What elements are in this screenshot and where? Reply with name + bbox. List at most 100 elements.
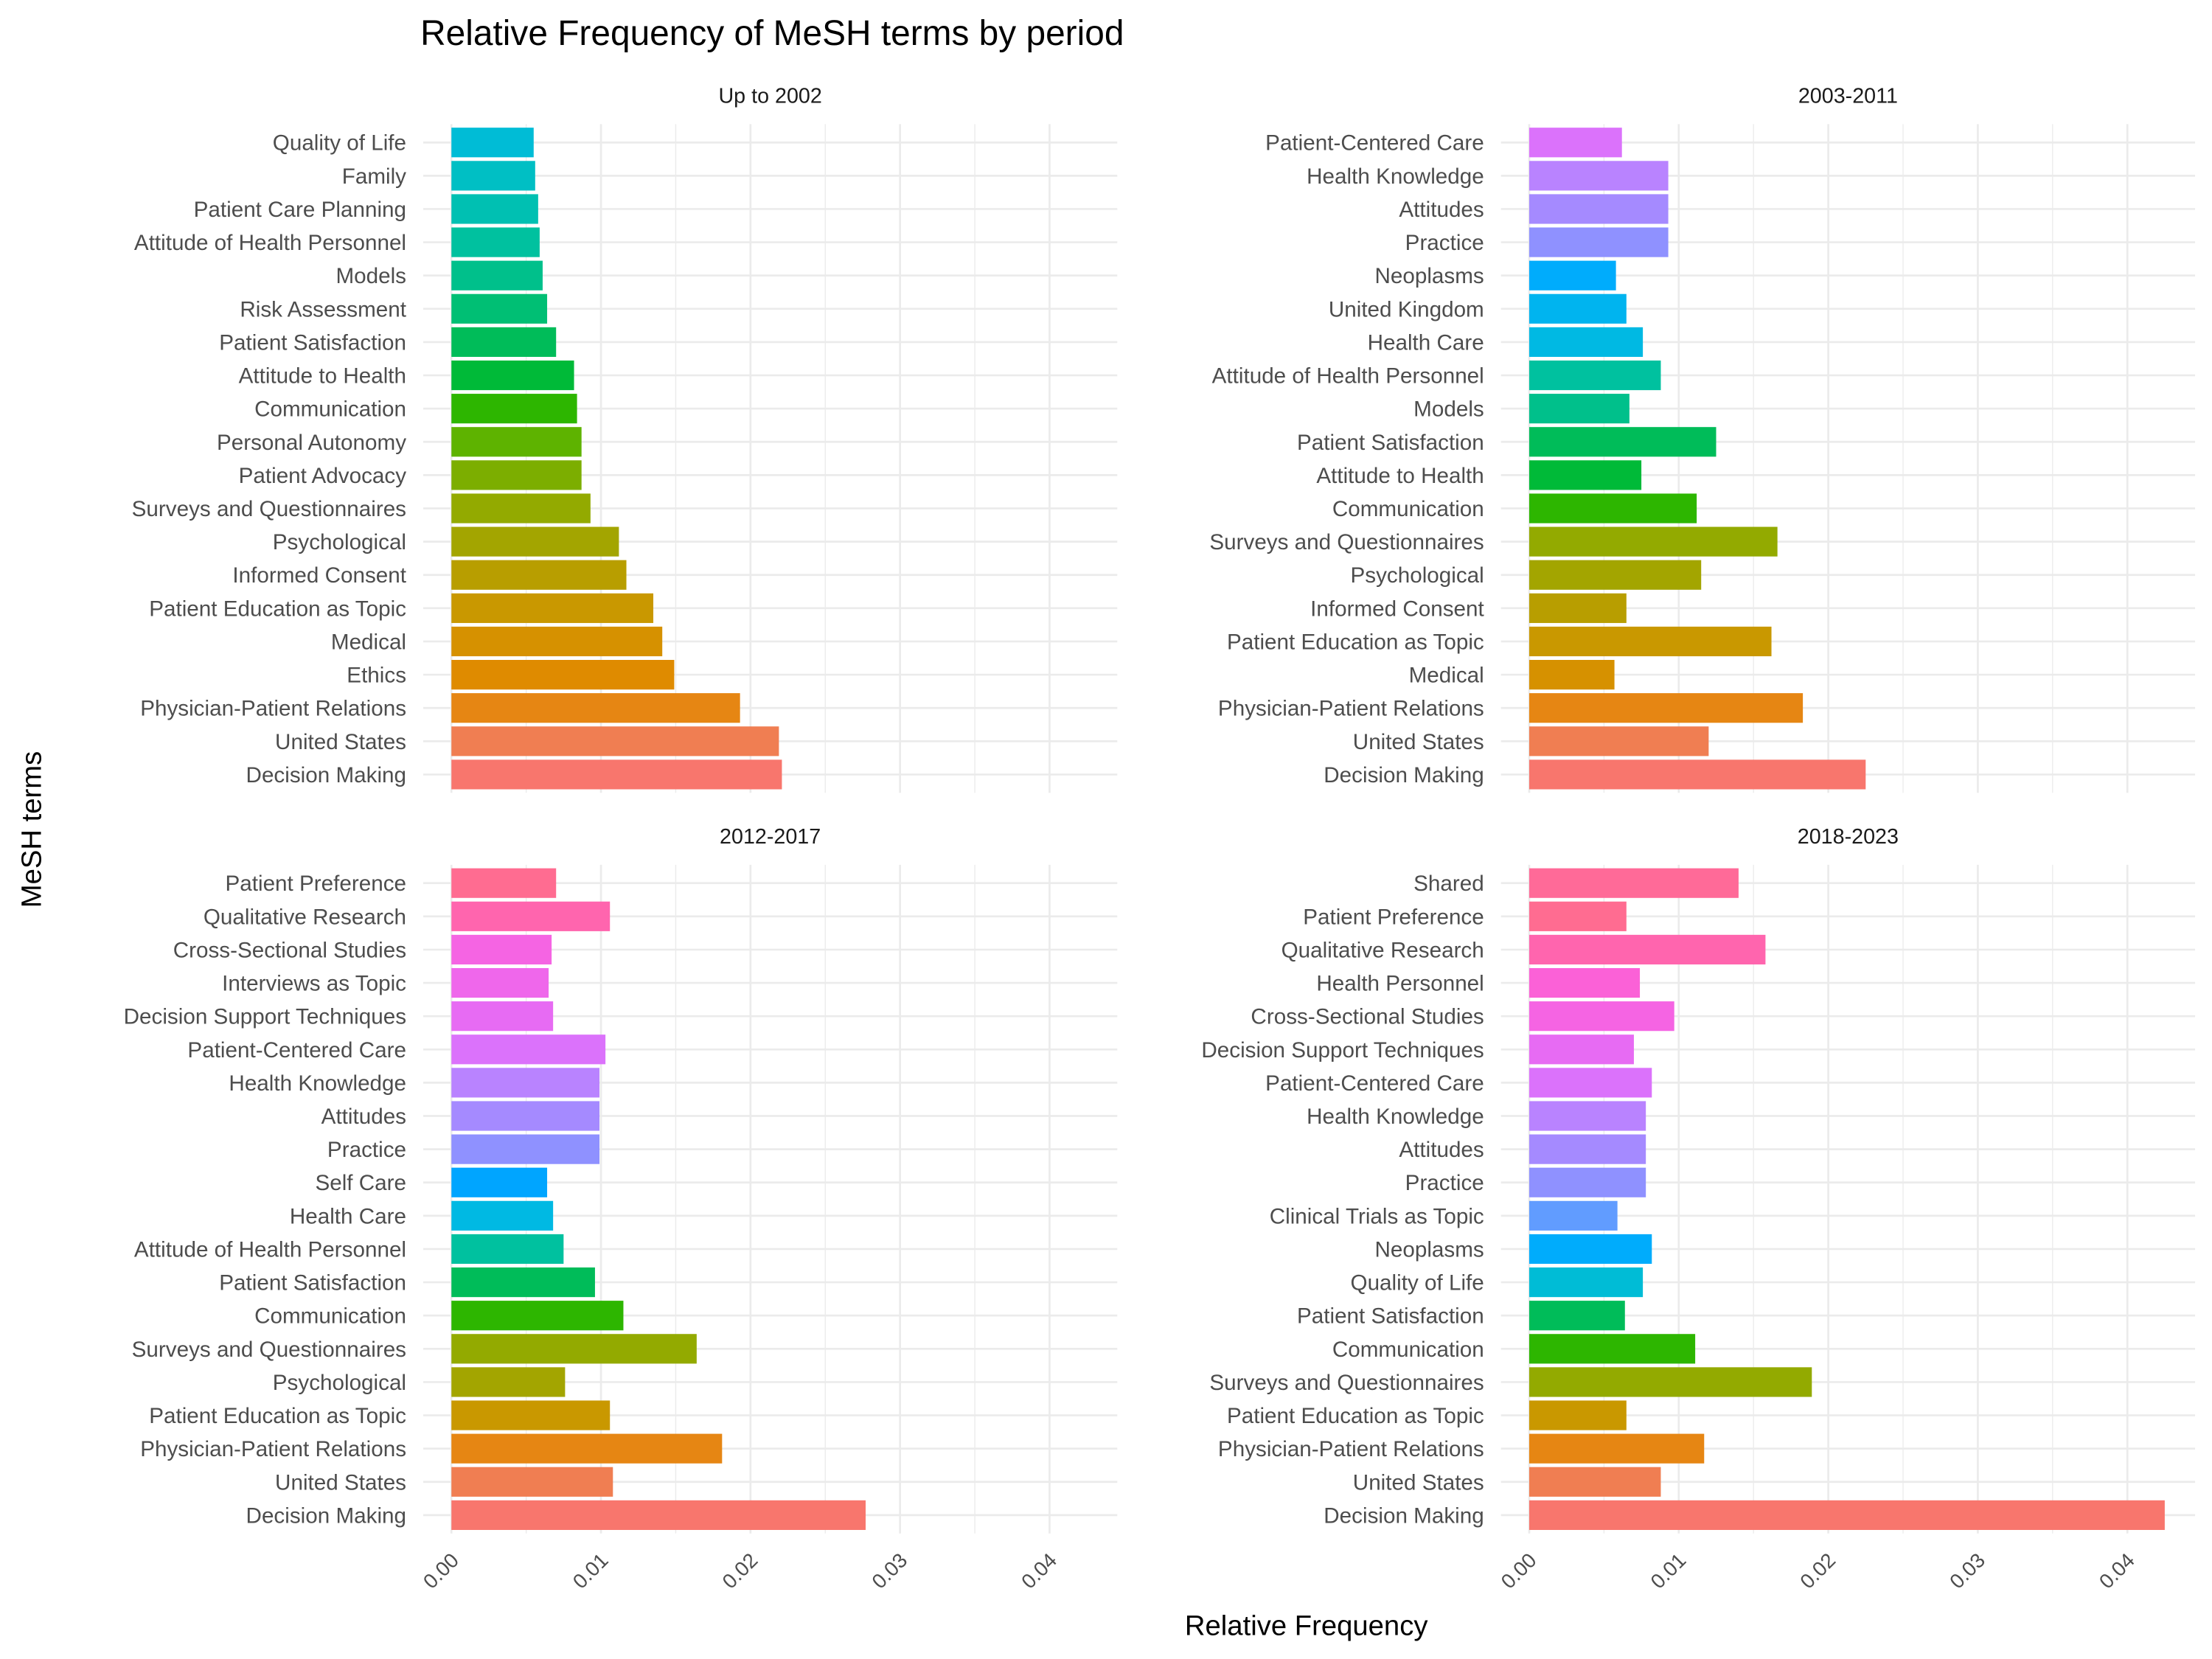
bar [451, 1167, 548, 1197]
panel-title: Up to 2002 [718, 85, 821, 108]
y-tick-label: Decision Making [246, 763, 406, 787]
bar [451, 394, 577, 424]
bar [451, 1034, 606, 1065]
bar [1528, 693, 1804, 723]
bar [1528, 394, 1630, 424]
panel-title: 2018-2023 [1798, 825, 1899, 849]
bar [1528, 1367, 1812, 1397]
y-tick-label: Qualitative Research [1281, 938, 1484, 962]
y-tick-label: Surveys and Questionnaires [1209, 530, 1484, 554]
bar [1528, 726, 1709, 757]
panel-3: 2012-2017 Patient Preference Qualitative R… [124, 825, 1118, 1593]
bar [1528, 560, 1702, 590]
y-tick-label: Patient Advocacy [239, 464, 407, 488]
x-axis-title: Relative Frequency [1185, 1610, 1428, 1641]
bar [451, 1301, 624, 1331]
bar [451, 1101, 600, 1131]
bar [1528, 1467, 1661, 1497]
bar [451, 427, 582, 457]
y-axis-title: MeSH terms [15, 751, 47, 908]
bar [1528, 427, 1717, 457]
y-tick-label: Clinical Trials as Topic [1270, 1204, 1484, 1228]
bar [1528, 1301, 1625, 1331]
y-tick-label: Patient Preference [226, 872, 407, 896]
bar [1528, 227, 1669, 257]
y-tick-label: Decision Support Techniques [124, 1005, 406, 1029]
bar [451, 227, 540, 257]
y-tick-label: Patient Satisfaction [1297, 431, 1484, 455]
bar [451, 868, 557, 898]
bar [451, 526, 619, 557]
bar [451, 934, 552, 965]
y-tick-label: Psychological [273, 1371, 406, 1395]
bar [1528, 1400, 1627, 1430]
bar [451, 128, 534, 158]
y-tick-label: Patient-Centered Care [1265, 1071, 1484, 1096]
y-tick-label: Attitude to Health [1316, 464, 1484, 488]
bar [1528, 1234, 1652, 1265]
panel-1: Up to 2002 Quality of Life Family Patient C… [132, 85, 1118, 793]
bar [451, 1367, 566, 1397]
y-tick-label: Physician-Patient Relations [1218, 697, 1484, 721]
y-tick-label: Decision Making [1324, 1503, 1484, 1528]
y-tick-label: Shared [1413, 872, 1484, 896]
bar [451, 1400, 611, 1430]
y-tick-label: Surveys and Questionnaires [1209, 1371, 1484, 1395]
bar [451, 1234, 564, 1265]
y-tick-label: Informed Consent [1310, 597, 1484, 621]
bar [1528, 659, 1615, 690]
bar [1528, 327, 1644, 358]
bar [1528, 1001, 1674, 1032]
y-tick-label: Health Care [290, 1204, 406, 1228]
y-tick-label: Patient Satisfaction [1297, 1304, 1484, 1329]
bar [1528, 1200, 1618, 1231]
y-tick-label: Practice [327, 1138, 406, 1162]
bar [1528, 1034, 1634, 1065]
bar [451, 1334, 697, 1364]
y-tick-label: Patient Education as Topic [149, 1404, 406, 1428]
bar [1528, 493, 1697, 524]
y-tick-label: Attitude of Health Personnel [134, 1237, 406, 1262]
y-tick-label: United States [1353, 1470, 1484, 1495]
bar [451, 194, 538, 224]
bar [1528, 194, 1669, 224]
y-tick-label: Physician-Patient Relations [1218, 1437, 1484, 1461]
y-tick-label: Cross-Sectional Studies [173, 938, 406, 962]
y-tick-label: Personal Autonomy [217, 431, 406, 455]
bar [1528, 260, 1616, 291]
bar [451, 260, 543, 291]
y-tick-label: Communication [254, 397, 406, 422]
y-tick-label: Surveys and Questionnaires [132, 497, 406, 521]
bar [1528, 1167, 1646, 1197]
y-tick-label: Practice [1405, 1171, 1484, 1195]
y-tick-label: Health Personnel [1316, 972, 1484, 996]
bar [1528, 626, 1772, 657]
panel-2: 2003-2011 Patient-Centered Care Health Kno… [1209, 85, 2196, 793]
bar [1528, 868, 1739, 898]
bar [451, 1134, 600, 1164]
y-tick-label: Attitude of Health Personnel [1212, 364, 1484, 389]
y-tick-label: Physician-Patient Relations [140, 1437, 406, 1461]
bar [451, 360, 574, 391]
y-tick-label: Neoplasms [1374, 264, 1484, 288]
bar [451, 659, 675, 690]
bar [451, 1267, 595, 1298]
bar [451, 327, 557, 358]
bar [451, 626, 663, 657]
bar [451, 901, 611, 931]
y-tick-label: Attitudes [1399, 1138, 1484, 1162]
y-tick-label: Interviews as Topic [222, 972, 406, 996]
y-tick-label: Patient Satisfaction [219, 330, 406, 355]
y-tick-label: Practice [1405, 231, 1484, 255]
bar [451, 1467, 613, 1497]
bar [451, 1433, 723, 1464]
y-tick-label: United Kingdom [1329, 297, 1484, 321]
y-tick-label: United States [275, 1470, 406, 1495]
bar [1528, 128, 1622, 158]
bar [451, 161, 535, 191]
bar [1528, 360, 1661, 391]
y-tick-label: Physician-Patient Relations [140, 697, 406, 721]
y-tick-label: Medical [331, 630, 406, 654]
panel-title: 2003-2011 [1798, 85, 1898, 108]
